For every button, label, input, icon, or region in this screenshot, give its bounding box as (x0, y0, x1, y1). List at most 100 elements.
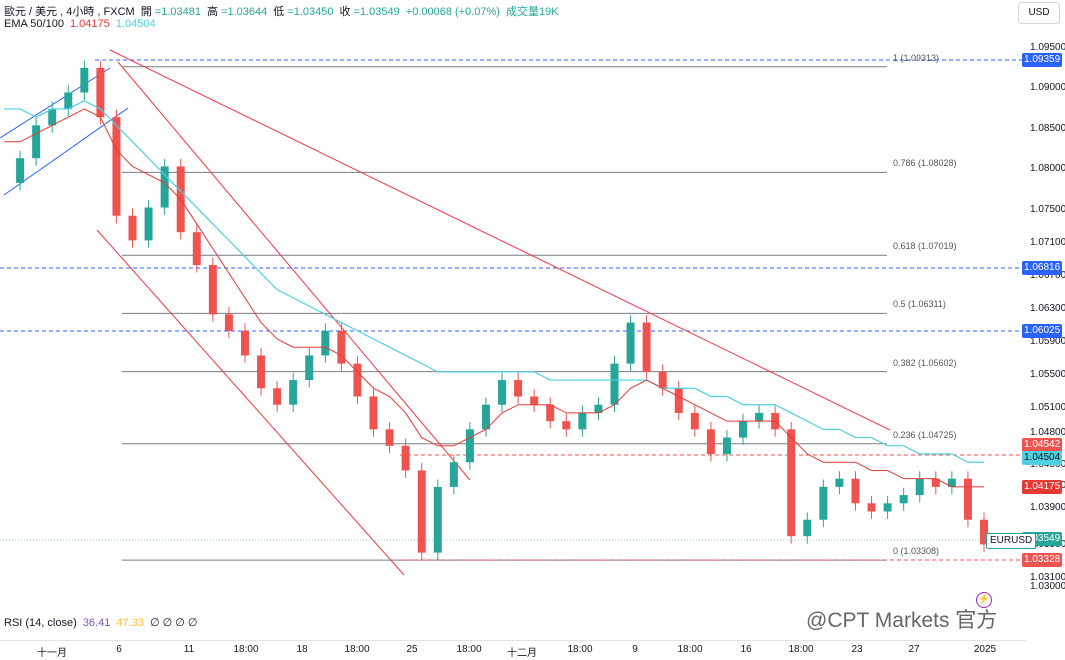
symbol-price-tag: EURUSD (986, 533, 1037, 549)
candle-body (257, 355, 266, 389)
high-label: 高 (207, 6, 219, 18)
candle-body (144, 207, 153, 241)
ema-legend[interactable]: EMA 50/100 1.04175 1.04504 (4, 18, 159, 30)
candle-body (610, 363, 619, 405)
time-axis[interactable]: 十一月 6 11 18:00 18 18:00 25 18:00 十二月 18:00 9 18:00 1… (0, 640, 1026, 660)
candle-body (963, 478, 972, 520)
fib-label: 0.5 (1.06311) (893, 299, 946, 310)
candle-body (530, 396, 539, 405)
candle-body (803, 519, 812, 537)
candle-body (208, 265, 217, 315)
candle-body (321, 330, 330, 356)
blue-channel-upper (0, 67, 111, 139)
candle-body (819, 486, 828, 520)
candle-body (465, 429, 474, 463)
time-label: 18:00 (567, 644, 593, 655)
price-tick: 1.03100 (1030, 572, 1065, 583)
candle-body (706, 429, 715, 455)
price-tick: 1.03900 (1030, 502, 1065, 513)
time-label: 18:00 (677, 644, 703, 655)
price-tag: 1.09359 (1022, 53, 1062, 67)
candle-body (851, 478, 860, 504)
interval[interactable]: 4小時 (66, 6, 95, 18)
fib-label: 0.382 (1.05602) (893, 357, 957, 368)
candle-body (481, 404, 490, 430)
candle-body (160, 166, 169, 208)
price-tick: 1.08000 (1030, 163, 1065, 174)
open-value: =1.03481 (154, 6, 201, 18)
horizontal-dashed-lines[interactable] (0, 59, 1022, 561)
rsi-legend[interactable]: RSI (14, close) 36.41 47.33 ∅ ∅ ∅ ∅ (4, 616, 201, 629)
fib-label: 0.786 (1.08028) (893, 158, 957, 169)
candle-body (401, 445, 410, 471)
time-label: 27 (908, 644, 920, 655)
red-downtrend-long (109, 49, 891, 431)
price-tick: 1.05900 (1030, 336, 1065, 347)
fib-retracement[interactable] (122, 66, 887, 561)
candle-body (192, 232, 201, 266)
low-label: 低 (273, 6, 285, 18)
candle-body (498, 380, 507, 405)
ema-label: EMA 50/100 (4, 18, 64, 30)
price-tick: 1.09500 (1030, 42, 1065, 53)
ema100-line (4, 100, 984, 463)
price-tag: 1.03328 (1022, 553, 1062, 567)
symbol-name[interactable]: 歐元 / 美元 (4, 6, 58, 18)
time-label: 25 (406, 644, 418, 655)
candle-body (96, 67, 105, 118)
candle-body (305, 355, 314, 381)
price-chart[interactable] (0, 0, 1026, 640)
time-label: 十二月 (507, 648, 537, 659)
candle-body (915, 478, 924, 496)
candle-body (240, 330, 249, 356)
candle-body (755, 412, 764, 422)
candle-body (626, 322, 635, 364)
candle-body (642, 322, 651, 372)
open-label: 開 (140, 6, 152, 18)
candle-body (514, 380, 523, 397)
time-label: 18:00 (788, 644, 814, 655)
lightning-icon[interactable]: ⚡ (976, 592, 992, 608)
price-tick: 1.09000 (1030, 82, 1065, 93)
time-label: 16 (740, 644, 752, 655)
candle-body (64, 92, 73, 109)
price-tick: 1.05100 (1030, 402, 1065, 413)
candle-body (289, 380, 298, 405)
volume-value: 成交量19K (506, 6, 559, 18)
ema50-value: 1.04175 (70, 18, 110, 30)
candle-body (273, 388, 282, 405)
price-tick: 1.08500 (1030, 123, 1065, 134)
fib-label: 1 (1.09313) (893, 52, 940, 63)
time-label: 十一月 (37, 648, 67, 659)
candle-body (337, 330, 346, 364)
candle-body (48, 108, 57, 126)
ema100-value: 1.04504 (115, 18, 156, 30)
candle-body (722, 437, 731, 455)
rsi-value: 36.41 (82, 617, 111, 629)
candle-body (353, 363, 362, 397)
price-tag: 1.06816 (1022, 261, 1062, 275)
close-label: 收 (339, 6, 351, 18)
candle-body (32, 125, 41, 159)
candle-body (947, 478, 956, 487)
time-label: 23 (851, 644, 863, 655)
candle-body (594, 404, 603, 413)
candle-body (112, 117, 121, 216)
time-label: 18:00 (233, 644, 259, 655)
change-value: +0.00068 (+0.07%) (405, 6, 500, 18)
candle-body (417, 470, 426, 553)
candle-body (658, 371, 667, 389)
drawings[interactable] (0, 49, 891, 576)
candle-body (449, 462, 458, 487)
candles (16, 60, 988, 560)
currency-button[interactable]: USD (1018, 2, 1060, 24)
blue-channel-lower (3, 107, 129, 196)
price-tag: 1.06025 (1022, 324, 1062, 338)
rsi-rest: ∅ ∅ ∅ ∅ (150, 617, 198, 629)
low-value: =1.03450 (287, 6, 334, 18)
time-label: 18 (296, 644, 308, 655)
candle-body (224, 314, 233, 331)
candle-body (899, 495, 908, 504)
time-label: 18:00 (456, 644, 482, 655)
price-tick: 1.04800 (1030, 427, 1065, 438)
